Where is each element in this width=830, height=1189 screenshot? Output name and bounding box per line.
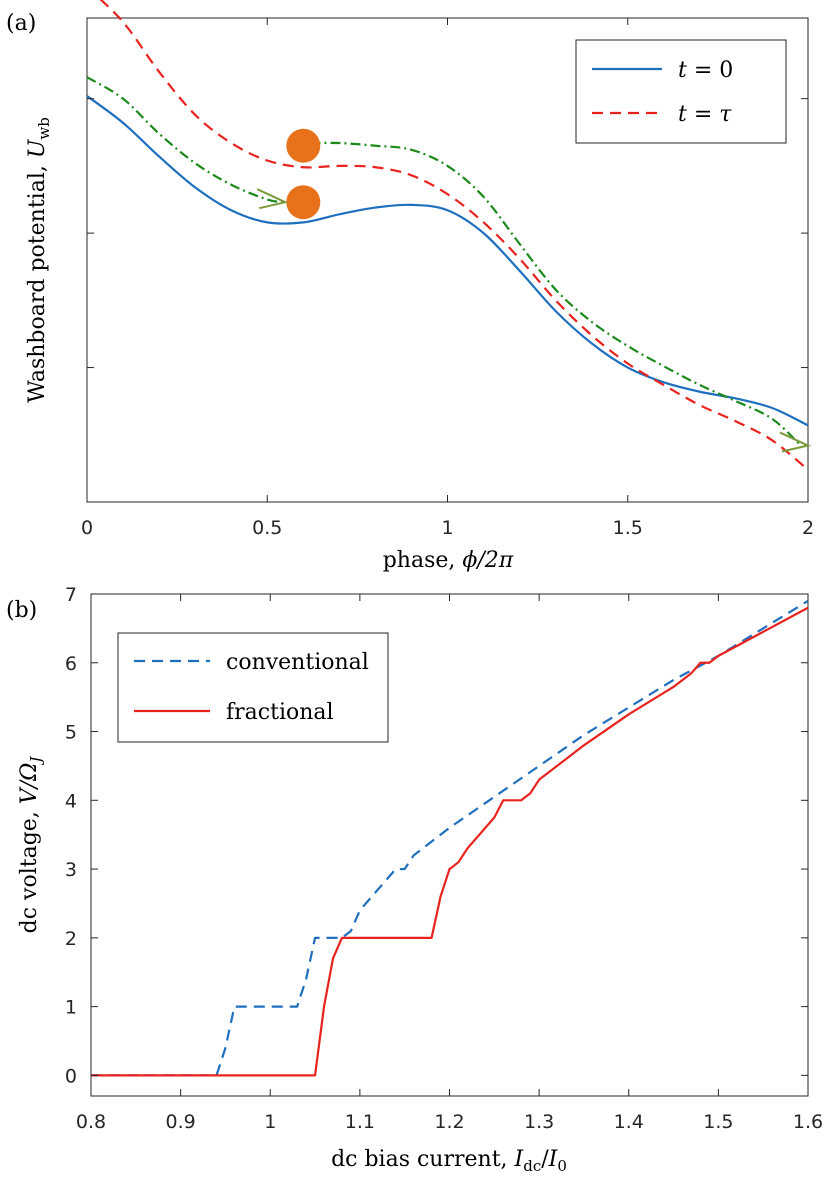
panel-b-ytick-label: 6 <box>65 653 77 675</box>
legend-label-conventional: conventional <box>226 650 369 675</box>
legend-ttau-rest: = <box>687 102 719 127</box>
legend-label-t0: t = 0 <box>678 58 733 83</box>
panel-b-xlabel-text: dc bias current, <box>331 1147 514 1172</box>
panel-b-series-conventional <box>91 599 809 1077</box>
ball-marker-0 <box>286 128 321 163</box>
panel-a-ylabel-sub: wb <box>35 117 53 139</box>
panel-b-legend: conventional fractional <box>117 632 389 743</box>
panel-a-series-3 <box>310 141 802 447</box>
legend-ttau-tau: τ <box>719 102 732 127</box>
panel-b-ylabel-sub: J <box>27 756 45 766</box>
legend-label-ttau: t = τ <box>678 102 732 127</box>
panel-b-xtick-label: 1 <box>264 1111 276 1133</box>
panel-b-ytick-label: 0 <box>65 1065 77 1087</box>
panel-b-xlabel-slash: / <box>541 1147 549 1172</box>
panel-b-xlabel: dc bias current, Idc/I0 <box>331 1147 567 1175</box>
legend-label-fractional: fractional <box>226 700 334 725</box>
panel-a-series-2 <box>86 76 286 204</box>
panel-a: (a) 0 0.5 1 1.5 2 t = 0 t = τ phase, ϕ/2π Wa… <box>6 0 814 573</box>
panel-a-ticks: 0 0.5 1 1.5 2 <box>81 18 814 539</box>
legend-ttau-var: t <box>678 102 687 127</box>
panel-b-ylabel-text: dc voltage, <box>17 804 42 933</box>
panel-b-xlabel-sub2: 0 <box>557 1157 567 1175</box>
panel-a-annotations <box>256 128 812 453</box>
panel-b-xtick-label: 1.4 <box>614 1111 644 1133</box>
panel-b: (b) 0.8 0.9 1 1.1 1.2 1.3 1.4 1.5 1.6 0 1 2 3 4 5 6 7 co… <box>6 584 823 1175</box>
panel-a-legend-box <box>575 39 787 144</box>
panel-a-xlabel-math: ϕ/2π <box>462 548 513 573</box>
panel-b-xtick-label: 0.9 <box>166 1111 196 1133</box>
panel-a-ylabel: Washboard potential, Uwb <box>25 117 53 403</box>
panel-b-xlabel-math: I <box>514 1147 525 1172</box>
panel-b-ytick-label: 5 <box>65 722 77 744</box>
panel-b-label: (b) <box>6 598 37 623</box>
panel-b-ytick-label: 7 <box>65 584 77 606</box>
panel-b-ylabel: dc voltage, V/ΩJ <box>17 756 45 934</box>
panel-a-ylabel-math: U <box>25 138 50 158</box>
panel-a-label: (a) <box>6 11 36 36</box>
panel-b-series-fractional <box>91 606 809 1077</box>
arrow-marker-3 <box>779 431 812 453</box>
panel-b-ylabel-math: V/Ω <box>17 763 42 805</box>
panel-a-legend: t = 0 t = τ <box>575 39 787 144</box>
panel-b-xtick-label: 1.5 <box>703 1111 733 1133</box>
panel-b-xlabel-math2: I <box>548 1147 559 1172</box>
panel-b-ytick-label: 2 <box>65 928 77 950</box>
panel-a-xtick-label: 1 <box>441 517 453 539</box>
panel-a-xtick-label: 0 <box>81 517 93 539</box>
panel-b-series <box>91 599 809 1077</box>
panel-b-xlabel-sub: dc <box>523 1157 541 1175</box>
panel-b-ytick-label: 3 <box>65 859 77 881</box>
panel-b-xtick-label: 1.3 <box>524 1111 554 1133</box>
panel-a-series-1 <box>99 0 809 471</box>
panel-a-series-0 <box>86 95 809 427</box>
panel-b-xtick-label: 0.8 <box>76 1111 106 1133</box>
panel-a-xtick-label: 2 <box>802 517 814 539</box>
legend-t0-rest: = 0 <box>687 58 733 83</box>
panel-a-xtick-label: 0.5 <box>252 517 282 539</box>
panel-b-xtick-label: 1.2 <box>434 1111 464 1133</box>
panel-a-ylabel-text: Washboard potential, <box>25 158 50 403</box>
panel-a-series <box>86 0 809 471</box>
ball-marker-1 <box>286 185 321 220</box>
panel-b-ytick-label: 1 <box>65 997 77 1019</box>
panel-b-ytick-label: 4 <box>65 790 77 812</box>
panel-a-xtick-label: 1.5 <box>613 517 643 539</box>
panel-b-xtick-label: 1.6 <box>793 1111 823 1133</box>
panel-a-xlabel-text: phase, <box>383 548 463 573</box>
legend-t0-var: t <box>678 58 687 83</box>
panel-b-xtick-label: 1.1 <box>345 1111 375 1133</box>
panel-b-legend-box <box>117 632 389 743</box>
arrow-marker-2 <box>256 188 289 210</box>
panel-b-ticks: 0.8 0.9 1 1.1 1.2 1.3 1.4 1.5 1.6 0 1 2 3 4 5 6 7 <box>65 584 823 1133</box>
panel-a-xlabel: phase, ϕ/2π <box>383 548 514 573</box>
